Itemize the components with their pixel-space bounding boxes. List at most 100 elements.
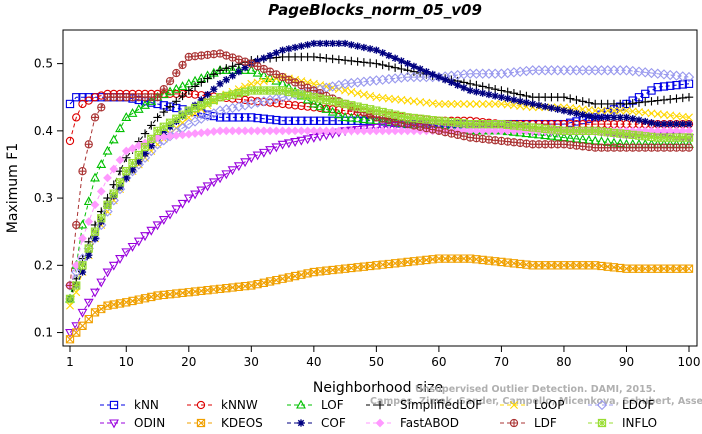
point-loop	[609, 106, 618, 115]
point-simplifiedlof	[215, 66, 225, 75]
point-cof	[316, 39, 324, 48]
point-knn	[272, 115, 281, 125]
point-loop	[491, 99, 500, 108]
legend-marker-odin	[109, 419, 119, 429]
point-lof	[177, 81, 188, 91]
point-simplifiedlof	[478, 82, 487, 91]
point-cof	[566, 108, 574, 116]
point-knnw	[78, 99, 87, 109]
legend-label: ODIN	[134, 416, 165, 430]
point-simplifiedlof	[666, 95, 675, 104]
point-lof	[552, 131, 563, 141]
point-knnw	[90, 93, 100, 102]
series-inflo	[65, 86, 694, 304]
point-fastabod	[371, 126, 381, 136]
point-lof	[83, 196, 94, 205]
point-simplifiedlof	[572, 95, 581, 105]
point-cof	[335, 39, 343, 48]
point-ldof	[665, 69, 676, 81]
point-cof	[672, 120, 681, 128]
point-simplifiedlof	[509, 89, 519, 98]
point-fastabod	[253, 126, 262, 136]
point-fastabod	[271, 126, 281, 136]
point-odin	[296, 136, 307, 146]
point-knnw	[190, 90, 200, 99]
point-cof	[479, 89, 487, 97]
point-loop	[66, 301, 74, 310]
point-loop	[366, 91, 375, 100]
point-simplifiedlof	[578, 97, 587, 106]
series-kdeos	[65, 254, 694, 344]
point-cof	[579, 111, 587, 119]
point-ldf	[84, 140, 93, 149]
point-odin	[258, 148, 269, 158]
series-odin	[65, 120, 694, 338]
point-cof	[516, 97, 524, 105]
point-simplifiedlof	[653, 96, 662, 105]
point-lof	[246, 65, 257, 74]
point-inflo	[228, 90, 237, 99]
point-inflo	[65, 294, 75, 304]
point-odin	[221, 170, 232, 180]
point-lof	[221, 65, 232, 74]
point-simplifiedlof	[328, 54, 337, 64]
point-odin	[158, 216, 169, 225]
point-ldf	[90, 113, 100, 122]
point-loop	[384, 94, 393, 103]
point-cof	[303, 41, 312, 49]
point-lof	[540, 130, 551, 140]
series-simplifiedlof	[65, 52, 694, 304]
point-inflo	[103, 200, 112, 209]
point-lof	[377, 116, 388, 125]
point-loop	[628, 107, 637, 116]
point-cof	[222, 76, 230, 84]
point-simplifiedlof	[678, 93, 687, 103]
point-fastabod	[278, 126, 287, 136]
point-simplifiedlof	[315, 53, 325, 62]
point-cof	[472, 88, 481, 96]
point-simplifiedlof	[197, 78, 206, 87]
point-fastabod	[159, 132, 169, 142]
point-cof	[135, 158, 143, 166]
point-simplifiedlof	[309, 52, 319, 62]
point-fastabod	[228, 126, 237, 136]
point-lof	[77, 219, 88, 229]
point-odin	[96, 278, 107, 288]
point-loop	[653, 110, 662, 119]
point-fastabod	[109, 164, 119, 174]
point-simplifiedlof	[222, 64, 231, 73]
point-ldof	[677, 71, 688, 82]
point-cof	[622, 113, 631, 122]
point-cof	[160, 128, 168, 136]
point-cof	[297, 42, 305, 50]
point-loop	[622, 106, 631, 115]
point-knn	[84, 93, 93, 102]
series-line-odin	[69, 123, 690, 333]
point-cof	[604, 113, 612, 122]
point-knn	[653, 82, 662, 92]
point-simplifiedlof	[484, 83, 494, 93]
point-cof	[497, 93, 506, 101]
point-cof	[391, 54, 399, 62]
point-simplifiedlof	[465, 79, 475, 88]
point-lof	[308, 98, 319, 108]
point-knn	[290, 116, 300, 125]
point-ldof	[221, 104, 232, 115]
point-ldof	[102, 206, 113, 217]
point-loop	[247, 79, 256, 88]
point-cof	[266, 51, 274, 60]
point-odin	[271, 143, 282, 153]
x-axis-label: Neighborhood size	[313, 380, 443, 396]
x-tick-label: 60	[431, 355, 446, 369]
point-cof	[466, 86, 474, 95]
point-cof	[629, 115, 637, 123]
point-ldof	[227, 102, 238, 114]
point-loop	[685, 113, 693, 122]
x-tick-label: 50	[369, 355, 384, 369]
point-inflo	[153, 126, 162, 136]
legend-marker-simplifiedlof	[375, 400, 385, 410]
point-loop	[634, 108, 643, 117]
point-cof	[228, 72, 237, 80]
point-cof	[485, 90, 493, 99]
legend-marker-loop	[510, 401, 518, 409]
